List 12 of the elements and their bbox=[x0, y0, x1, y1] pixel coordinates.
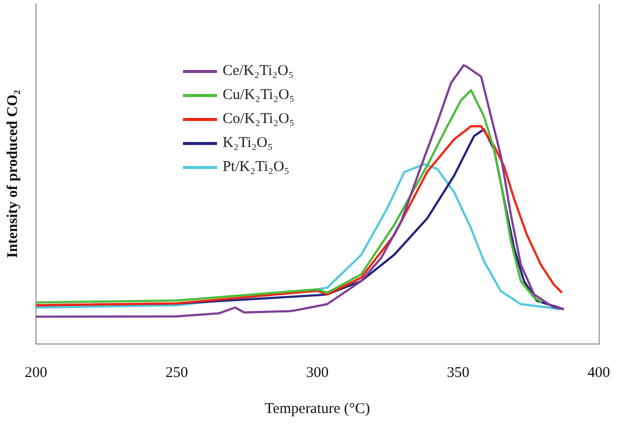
legend-label: Co/K₂Ti₂O₅ bbox=[222, 110, 294, 128]
x-tick-label: 200 bbox=[24, 364, 48, 381]
legend-label: K₂Ti₂O₅ bbox=[222, 134, 273, 152]
legend-label: Ce/K₂Ti₂O₅ bbox=[222, 62, 294, 80]
legend-label: Cu/K₂Ti₂O₅ bbox=[222, 86, 294, 104]
x-tick-label: 400 bbox=[588, 364, 610, 381]
y-axis-title: Intensity of produced CO₂ bbox=[4, 90, 21, 258]
legend-label: Pt/K₂Ti₂O₅ bbox=[222, 158, 290, 176]
x-tick-label: 300 bbox=[306, 364, 329, 381]
x-tick-label: 250 bbox=[165, 364, 188, 381]
x-tick-label: 350 bbox=[446, 364, 470, 381]
x-axis-title: Temperature (°C) bbox=[264, 400, 370, 417]
